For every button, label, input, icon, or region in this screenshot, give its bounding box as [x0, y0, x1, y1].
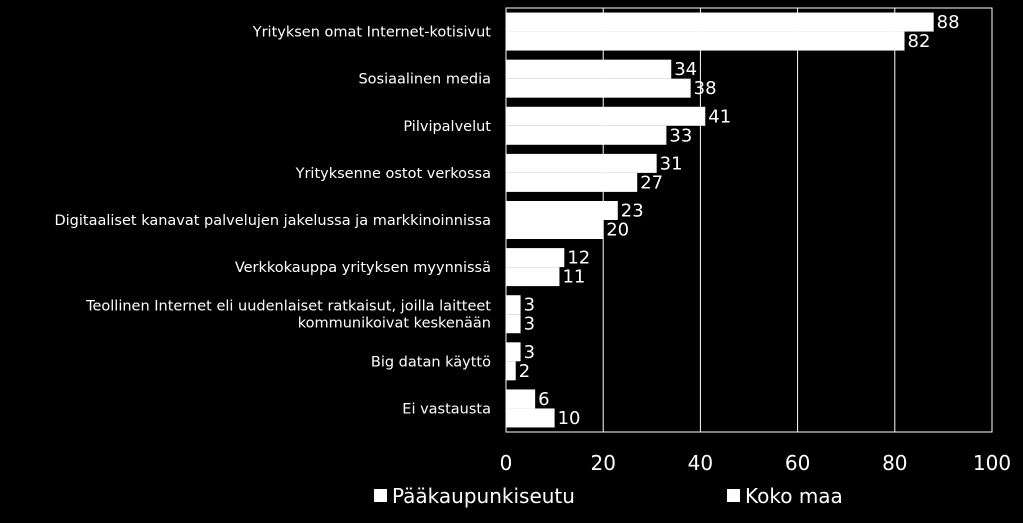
x-tick-label: 60: [785, 451, 810, 475]
value-label: 34: [674, 59, 697, 80]
legend-item: Pääkaupunkiseutu: [374, 484, 575, 508]
x-tick-label: 80: [882, 451, 907, 475]
x-tick-label: 100: [973, 451, 1011, 475]
bar-series-2: [506, 78, 691, 98]
bar-series-1: [506, 59, 672, 79]
category-label: Sosiaalinen media: [358, 72, 491, 88]
legend-swatch: [374, 489, 387, 502]
bar-series-2: [506, 408, 555, 428]
category-labels: Yrityksen omat Internet-kotisivut Sosiaal…: [54, 25, 491, 418]
category-label: Teollinen Internet eli uudenlaiset ratka…: [85, 299, 491, 332]
x-axis-tick-labels: 0 20 40 60 80 100: [500, 451, 1011, 475]
category-label-line: Digitaaliset kanavat palvelujen jakeluss…: [54, 213, 491, 229]
category-label: Ei vastausta: [402, 401, 491, 417]
category-label: Pilvipalvelut: [403, 119, 491, 135]
value-label: 3: [524, 342, 535, 363]
bar-series-2: [506, 220, 604, 239]
category-label-line: Yrityksenne ostot verkossa: [295, 166, 491, 182]
bar-series-2: [506, 31, 905, 51]
value-label: 88: [937, 12, 960, 33]
category-label: Verkkokauppa yrityksen myynnissä: [235, 260, 491, 276]
legend-swatch: [727, 489, 740, 502]
value-label: 12: [567, 248, 590, 269]
value-label: 20: [606, 220, 629, 241]
value-label: 31: [660, 153, 683, 174]
bar-series-1: [506, 248, 565, 268]
value-label: 3: [524, 295, 535, 316]
value-label: 33: [669, 125, 692, 146]
bar-series-1: [506, 12, 934, 32]
bar-series-2: [506, 314, 521, 334]
bars: [506, 12, 934, 428]
category-label-line: Ei vastausta: [402, 401, 491, 417]
legend: Pääkaupunkiseutu Koko maa: [374, 484, 843, 508]
category-label-line: Big datan käyttö: [371, 354, 491, 370]
category-label-line: Teollinen Internet eli uudenlaiset ratka…: [85, 299, 491, 315]
bar-series-2: [506, 125, 667, 145]
legend-label: Koko maa: [745, 484, 843, 508]
category-label: Yrityksen omat Internet-kotisivut: [252, 25, 492, 41]
bar-series-1: [506, 106, 706, 126]
value-label: 3: [524, 314, 535, 335]
value-label: 2: [519, 361, 530, 382]
bar-series-1: [506, 201, 618, 220]
bar-series-2: [506, 267, 560, 287]
category-label-line: kommunikoivat keskenään: [298, 316, 491, 332]
value-label: 82: [908, 31, 931, 52]
value-label: 41: [708, 106, 731, 127]
bar-series-1: [506, 389, 536, 409]
category-label-line: Yrityksen omat Internet-kotisivut: [252, 25, 492, 41]
bar-series-2: [506, 172, 638, 192]
category-label-line: Verkkokauppa yrityksen myynnissä: [235, 260, 491, 276]
category-label: Yrityksenne ostot verkossa: [295, 166, 491, 182]
value-label: 11: [562, 267, 585, 288]
bar-series-1: [506, 295, 521, 315]
value-label: 27: [640, 172, 663, 193]
bar-series-1: [506, 153, 657, 173]
legend-label: Pääkaupunkiseutu: [392, 484, 575, 508]
value-label: 23: [621, 201, 644, 222]
bar-series-2: [506, 361, 516, 381]
x-tick-label: 0: [500, 451, 513, 475]
value-label: 10: [558, 408, 581, 429]
x-tick-label: 20: [590, 451, 615, 475]
legend-item: Koko maa: [727, 484, 843, 508]
bar-series-1: [506, 342, 521, 362]
category-label: Digitaaliset kanavat palvelujen jakeluss…: [54, 213, 491, 229]
value-label: 6: [538, 389, 549, 410]
value-label: 38: [694, 78, 717, 99]
category-label-line: Pilvipalvelut: [403, 119, 491, 135]
category-label-line: Sosiaalinen media: [358, 72, 491, 88]
category-label: Big datan käyttö: [371, 354, 491, 370]
x-tick-label: 40: [688, 451, 713, 475]
